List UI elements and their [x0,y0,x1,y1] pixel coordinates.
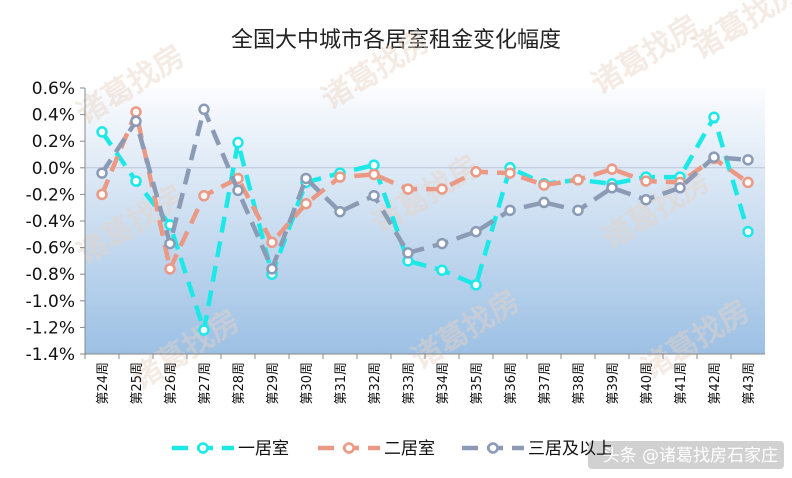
series-line [99,109,750,272]
y-tick-label: 0.6% [32,79,75,99]
data-point [96,126,108,138]
y-tick-label: 0.4% [32,106,75,126]
data-point [470,225,482,238]
x-axis-ticks: 第24周 第25周 第26周 第27周 第28周 第29周 第30周 第31周 第32周 第33周… [84,354,757,405]
y-tick-label: -1.2% [26,318,75,338]
legend-marker [343,442,355,454]
legend-marker [487,442,499,454]
data-point [198,189,210,202]
data-point [368,168,380,181]
y-axis-ticks: 0.6% 0.4% 0.2% 0.0% -0.2% -0.4% -0.6% -0.8% -1.0… [26,79,85,365]
data-point [300,197,312,210]
data-point [572,204,584,217]
data-point [470,279,482,291]
data-point [130,175,142,187]
data-point [708,111,720,124]
x-tick-label: 第39周 [606,362,621,405]
data-point [130,115,142,127]
x-tick-label: 第40周 [640,362,655,405]
data-point [504,204,516,217]
y-tick-label: 0.2% [32,132,75,152]
data-point [572,174,584,186]
x-tick-label: 第34周 [436,362,451,405]
data-point [606,182,618,194]
credit-text: 头条 @诸葛找房石家庄 [603,446,778,466]
x-tick-label: 第41周 [674,362,689,405]
data-point [164,263,176,275]
y-tick-label: -1.0% [26,292,75,312]
x-tick-label: 第26周 [164,362,179,405]
x-tick-label: 第28周 [232,362,247,405]
data-point [368,159,380,171]
y-tick-label: -0.6% [26,239,75,259]
data-point [538,196,550,209]
legend: 一居室 二居室 三居及以上 [172,439,613,459]
data-point [436,183,448,195]
y-tick-label: 0.0% [32,159,75,179]
credit-shadow [588,441,784,469]
data-point [402,183,414,195]
data-point [368,189,380,202]
data-point [402,247,414,259]
data-point [164,237,176,250]
data-point [334,171,346,183]
x-tick-label: 第35周 [470,362,485,405]
data-point [232,136,244,149]
x-tick-label: 第32周 [368,362,383,405]
legend-label: 一居室 [238,439,289,459]
x-tick-label: 第37周 [538,362,553,405]
watermark-text: 诸葛找房 [586,9,706,102]
data-point [198,324,210,336]
series-line [100,107,749,272]
y-tick-label: -0.8% [26,265,75,285]
watermark-text: 诸葛找房 [686,0,792,67]
x-tick-label: 第25周 [130,362,145,405]
data-point [742,154,754,166]
data-point [606,163,618,175]
data-point [96,167,108,179]
series-line [100,115,751,333]
data-point [742,225,754,238]
x-tick-label: 第43周 [742,362,757,405]
data-point [504,167,516,179]
series-layer [96,103,754,336]
y-tick-label: -1.4% [26,345,75,365]
x-tick-label: 第33周 [402,362,417,405]
legend-label: 二居室 [384,439,435,459]
data-point [232,184,244,197]
data-point [640,193,652,206]
x-tick-label: 第30周 [300,362,315,405]
data-point [266,263,278,275]
data-point [470,166,482,178]
data-point [300,172,312,185]
x-tick-label: 第24周 [96,362,111,405]
x-tick-label: 第31周 [334,362,349,405]
data-point [436,237,448,250]
x-tick-label: 第29周 [266,362,281,405]
data-point [640,175,652,187]
series-3 [96,103,754,275]
x-tick-label: 第27周 [198,362,213,405]
x-tick-label: 第38周 [572,362,587,405]
legend-marker [197,442,209,454]
data-point [742,176,754,189]
data-point [198,103,210,116]
y-tick-label: -0.2% [26,185,75,205]
data-point [674,182,686,194]
legend-label: 三居及以上 [528,439,613,459]
x-tick-label: 第36周 [504,362,519,405]
data-point [130,106,142,118]
data-point [334,205,346,218]
chart-title: 全国大中城市各居室租金变化幅度 [231,28,561,53]
data-point [266,236,278,249]
y-tick-label: -0.4% [26,212,75,232]
data-point [538,179,550,191]
data-point [436,264,448,276]
data-point [708,151,720,163]
x-tick-label: 第42周 [708,362,723,405]
data-point [96,188,108,201]
